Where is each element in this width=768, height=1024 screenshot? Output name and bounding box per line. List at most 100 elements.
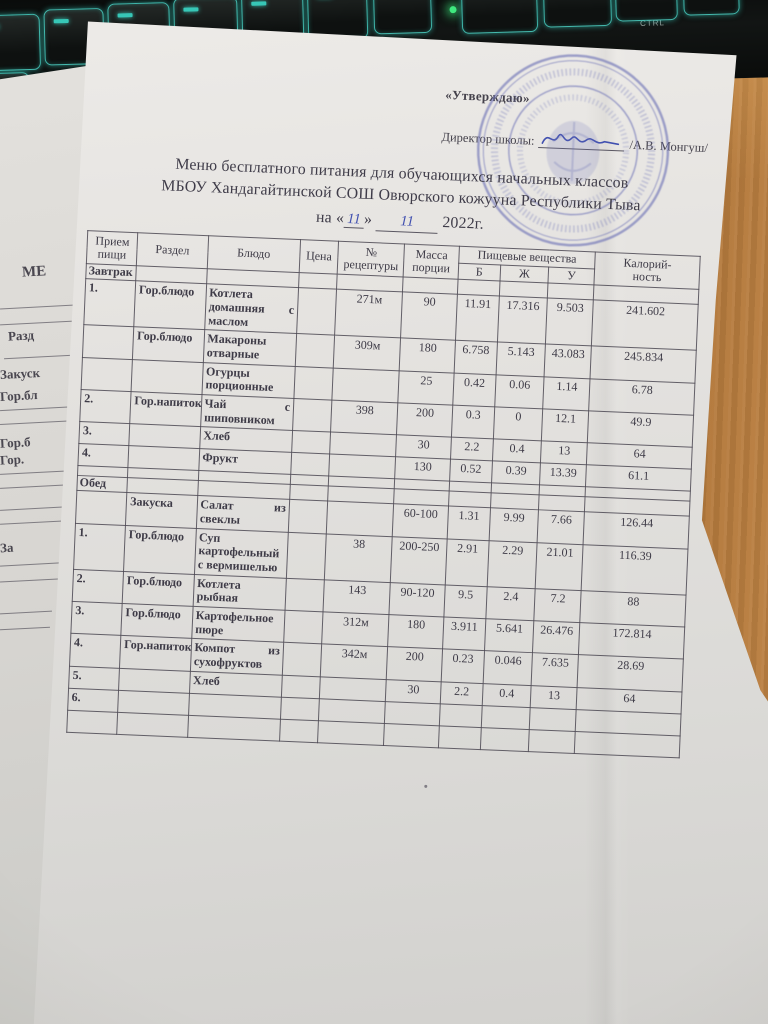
under-sheet-rule-line [0, 506, 70, 511]
under-sheet-rule-line [0, 626, 50, 631]
cell-dish: Огурцы порционные [201, 362, 296, 399]
approval-label: «Утверждаю» [444, 87, 531, 106]
under-sheet-text-fragment: За [0, 539, 14, 556]
cell-carbs: 7.2 [533, 588, 582, 623]
cell-protein: 11.91 [455, 294, 500, 343]
director-line: Директор школы: /А.В. Монгуш/ [441, 125, 708, 156]
cell-dish: Котлета домашняя с маслом [204, 284, 299, 334]
under-sheet-rule-line [0, 520, 68, 525]
cell-section [118, 668, 190, 694]
cell-dish: Картофельное пюре [191, 606, 286, 643]
keyboard-led [449, 6, 457, 14]
cell-recipe [317, 720, 385, 746]
cell-fat: 0.4 [492, 439, 542, 464]
cell-mass [383, 723, 440, 748]
col-header-section: Раздел [136, 232, 209, 270]
signature-line [538, 128, 625, 152]
cell-price [279, 718, 319, 743]
cell-meal-number [81, 357, 133, 392]
cell-dish [187, 715, 281, 741]
cell-recipe: 143 [323, 579, 391, 615]
cell-fat: 0.046 [483, 651, 533, 686]
cell-meal-number: 5. [68, 666, 120, 691]
handwritten-day: 11 [343, 210, 365, 229]
cell-section: Гор.блюдо [121, 603, 193, 639]
cell-recipe: 342м [320, 644, 389, 680]
cell-dish: Компот из сухофруктов [189, 638, 284, 675]
director-name: /А.В. Монгуш/ [629, 137, 709, 156]
cell-protein: 0.42 [452, 372, 497, 407]
cell-calories: 28.69 [577, 655, 684, 692]
handwritten-month: 11 [375, 210, 439, 235]
cell-price [285, 578, 325, 612]
col-header-mass: Масса порции [403, 243, 460, 280]
keyboard-key [682, 0, 740, 16]
cell-price [291, 430, 331, 455]
cell-fat: 0.39 [491, 461, 541, 486]
cell-recipe: 312м [321, 611, 390, 648]
cell-fat: 0 [493, 406, 543, 442]
cell-fat: 9.99 [489, 508, 539, 543]
cell-mass: 200-250 [390, 536, 447, 585]
stray-mark [424, 784, 428, 788]
cell-dish: Салат из свеклы [195, 495, 290, 533]
cell-protein [438, 725, 482, 750]
cell-meal-number: 4. [77, 443, 130, 468]
cell-recipe [318, 698, 386, 724]
cell-calories: 116.39 [581, 544, 688, 595]
menu-title: Меню бесплатного питания для обучающихся… [90, 150, 712, 245]
cell-meal-number: 2. [79, 389, 132, 424]
cell-fat [481, 705, 531, 730]
under-sheet-rule-line [0, 578, 58, 583]
cell-price [280, 696, 320, 721]
cell-mass: 25 [398, 370, 454, 406]
paper-content: «Утверждаю» Директор школы: /А.В. Монгуш… [46, 22, 743, 1024]
cell-fat: 0.06 [494, 374, 545, 409]
under-sheet-rule-line [0, 610, 52, 615]
cell-meal-number [82, 324, 135, 360]
cell-mass: 200 [396, 402, 453, 438]
cell-recipe [332, 367, 400, 403]
cell-carbs: 7.635 [531, 653, 579, 688]
under-sheet-rule-line [0, 562, 60, 567]
cell-protein: 2.2 [450, 437, 494, 462]
cell-meal-number: 1. [73, 523, 126, 572]
cell-carbs [529, 707, 577, 732]
col-header-protein: Б [457, 262, 501, 282]
cell-calories: 245.834 [590, 346, 697, 383]
col-header-meal: Прием пищи [86, 230, 138, 267]
col-header-price: Цена [299, 239, 339, 275]
cell-mass: 60-100 [392, 504, 449, 539]
date-prefix: на [315, 208, 333, 227]
keyboard-key [542, 0, 613, 28]
cell-section: Гор.блюдо [122, 571, 195, 607]
cell-meal-number: 1. [83, 278, 136, 328]
cell-protein: 1.31 [446, 506, 491, 541]
under-sheet-rule-line [0, 484, 72, 489]
cell-section: Гор.блюдо [123, 525, 196, 575]
cell-price [286, 532, 327, 580]
cell-section: Гор.напиток [119, 635, 192, 672]
cell-meal-number: 6. [67, 688, 119, 713]
cell-mass: 90 [401, 292, 458, 341]
cell-fat: 0.4 [482, 683, 532, 708]
cell-carbs: 1.14 [542, 376, 591, 411]
col-header-calories: Калорий- ность [594, 251, 701, 290]
keyboard-key [460, 0, 539, 34]
cell-dish: Чай с шиповником [200, 394, 294, 431]
empty-cell [298, 272, 338, 290]
cell-mass: 180 [399, 338, 456, 373]
under-sheet-text-fragment: МЕ [21, 263, 47, 281]
col-header-fat: Ж [499, 264, 549, 284]
cell-price [292, 398, 333, 433]
cell-carbs [528, 729, 576, 754]
cell-dish: Макароны отварные [202, 329, 297, 367]
cell-section: Закуска [125, 492, 198, 529]
cell-recipe [319, 676, 387, 702]
cell-protein: 6.758 [453, 340, 498, 375]
under-sheet-text-fragment: Закуск [0, 364, 41, 383]
cell-price [281, 674, 321, 699]
col-header-carbs: У [548, 266, 596, 286]
cell-price [295, 333, 335, 368]
